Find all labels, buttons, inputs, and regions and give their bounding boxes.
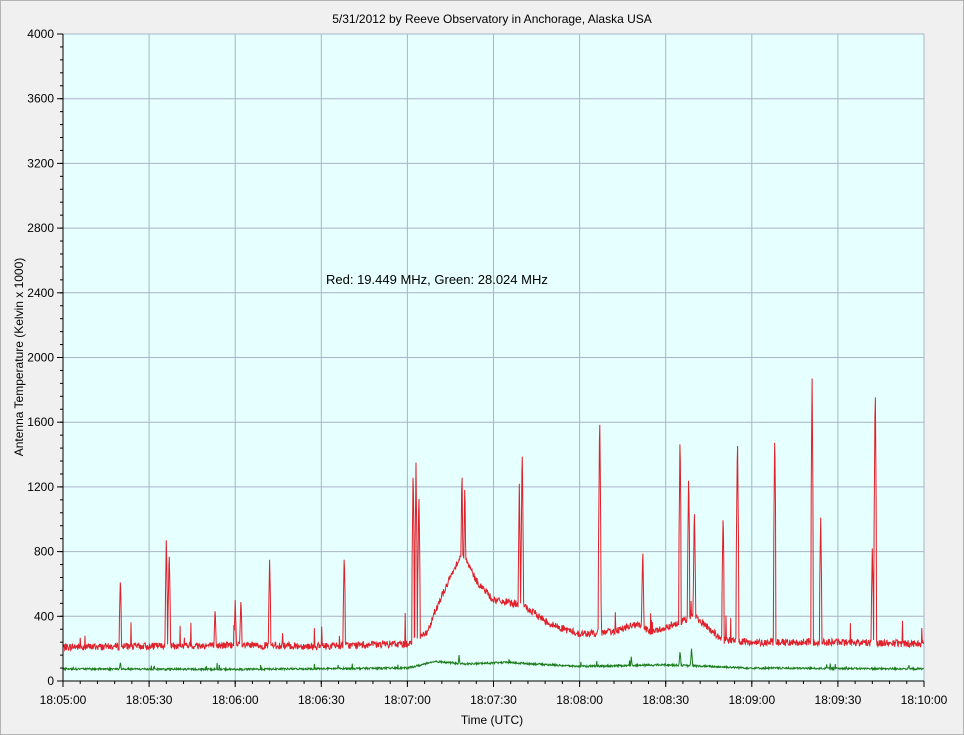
x-tick-label: 18:07:00	[384, 693, 431, 707]
y-tick-label: 1600	[27, 415, 54, 429]
y-tick-label: 400	[34, 609, 54, 623]
y-tick-label: 2800	[27, 221, 54, 235]
y-tick-label: 3200	[27, 156, 54, 170]
series-line-green	[62, 648, 924, 673]
y-tick-label: 3600	[27, 92, 54, 106]
y-tick-label: 2400	[27, 286, 54, 300]
x-tick-label: 18:10:00	[901, 693, 948, 707]
x-tick-label: 18:09:00	[728, 693, 775, 707]
y-tick-label: 0	[47, 674, 54, 688]
x-tick-label: 18:05:30	[126, 693, 173, 707]
y-axis-label: Antenna Temperature (Kelvin x 1000)	[12, 258, 26, 457]
x-tick-label: 18:06:00	[212, 693, 259, 707]
y-tick-label: 2000	[27, 351, 54, 365]
x-tick-label: 18:09:30	[815, 693, 862, 707]
y-tick-label: 800	[34, 545, 54, 559]
x-tick-label: 18:07:30	[470, 693, 517, 707]
axes: 18:05:00 18:05:30 18:06:00 18:06:30 18:07:00…	[27, 27, 947, 707]
frequency-annotation: Red: 19.449 MHz, Green: 28.024 MHz	[326, 272, 548, 287]
series-layer	[62, 378, 925, 673]
y-tick-label: 1200	[27, 480, 54, 494]
y-tick-label: 4000	[27, 27, 54, 41]
x-tick-label: 18:06:30	[298, 693, 345, 707]
x-axis-label: Time (UTC)	[461, 713, 523, 727]
chart-title: 5/31/2012 by Reeve Observatory in Anchor…	[332, 12, 652, 26]
grid-lines	[62, 33, 925, 682]
x-tick-label: 18:08:30	[642, 693, 689, 707]
x-tick-label: 18:05:00	[40, 693, 87, 707]
series-line-red	[62, 378, 925, 652]
x-tick-label: 18:08:00	[556, 693, 603, 707]
